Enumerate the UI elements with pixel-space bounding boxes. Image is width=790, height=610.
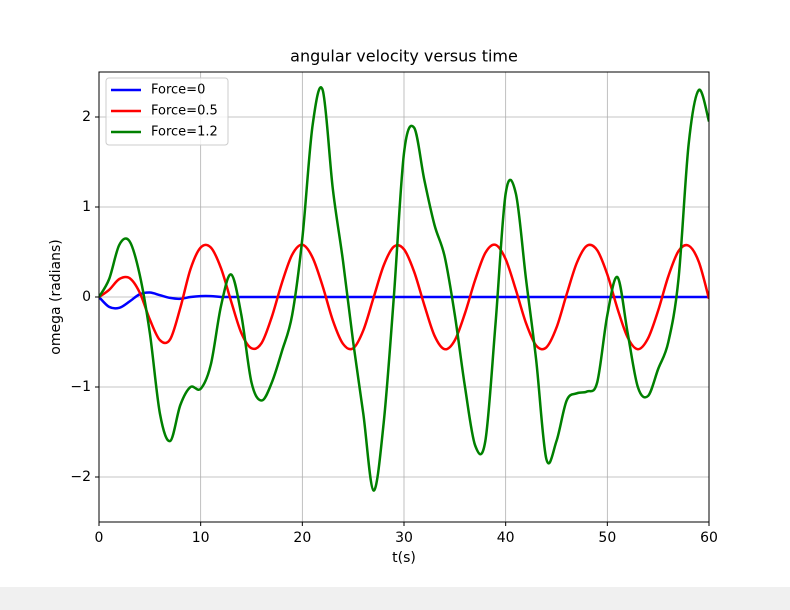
y-tick-label: −2	[70, 469, 91, 485]
y-tick-label: 2	[82, 109, 91, 125]
x-tick-label: 40	[497, 530, 515, 546]
x-tick-label: 20	[293, 530, 311, 546]
x-tick-label: 30	[395, 530, 413, 546]
data-line	[99, 291, 709, 310]
x-tick-label: 50	[598, 530, 616, 546]
legend-label: Force=1.2	[151, 125, 218, 140]
x-tick-label: 0	[95, 530, 104, 546]
chart-title: angular velocity versus time	[290, 47, 518, 66]
y-tick-label: −1	[70, 379, 91, 395]
y-axis-label: omega (radians)	[48, 239, 64, 355]
x-axis-label: t(s)	[392, 550, 416, 566]
status-bar	[0, 587, 790, 610]
legend-label: Force=0	[151, 83, 205, 98]
data-line	[99, 243, 709, 351]
plot-frame	[98, 71, 710, 523]
y-tick-label: 1	[82, 199, 91, 215]
x-tick-label: 10	[192, 530, 210, 546]
legend-box	[105, 77, 229, 146]
data-line	[99, 86, 709, 492]
y-tick-label: 0	[82, 289, 91, 305]
x-tick-label: 60	[700, 530, 718, 546]
legend-label: Force=0.5	[151, 104, 218, 119]
